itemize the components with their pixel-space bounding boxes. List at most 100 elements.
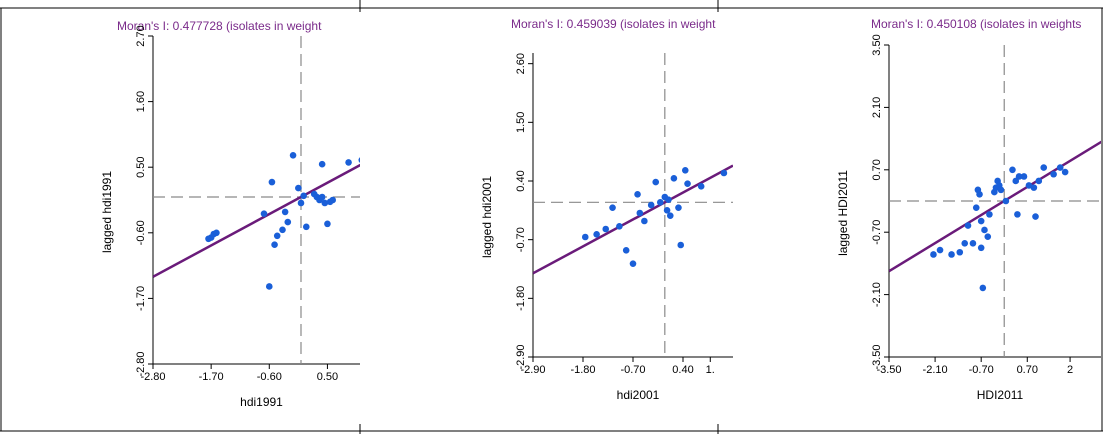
panel-1-y-tick-label: 2.70 — [135, 25, 147, 46]
panel-2-data-point — [647, 201, 655, 209]
panel-3-x-tick-label: -2.10 — [923, 364, 948, 376]
panel-3-data-point — [1014, 211, 1021, 218]
panel-1-data-point — [273, 232, 281, 240]
panel-2-title: Moran's I: 0.459039 (isolates in weight — [511, 17, 716, 31]
panel-3-x-tick-label: 2 — [1067, 364, 1073, 376]
panel-1-data-point — [268, 178, 276, 186]
panel-2-data-point — [622, 247, 630, 254]
panel-2-x-tick-label: -0.70 — [620, 364, 645, 376]
panel-3-data-point — [1040, 164, 1048, 171]
panel-1-data-point — [302, 223, 310, 231]
panel-3-data-point — [1002, 197, 1010, 205]
panel-3-y-axis-label: lagged HDI2011 — [836, 170, 850, 256]
panel-1-plot-area — [153, 36, 360, 364]
panel-1-data-point — [295, 184, 302, 192]
panel-3-y-tick-label: 2.10 — [871, 97, 883, 118]
panel-2-data-point — [634, 191, 641, 198]
panel-2-data-point — [636, 209, 644, 217]
panel-3-title: Moran's I: 0.450108 (isolates in weights — [871, 17, 1081, 31]
panel-3-data-point — [1020, 173, 1028, 180]
panel-3-y-tick-label: 3.50 — [871, 34, 883, 55]
panel-3-data-point — [977, 217, 985, 225]
panel-1-data-point — [358, 157, 360, 163]
panel-3-data-point — [964, 222, 972, 229]
panel-1-y-tick-label: 0.50 — [135, 156, 147, 177]
panel-3-data-point — [976, 191, 983, 198]
panel-1-x-tick-label: -0.60 — [257, 371, 282, 383]
panel-1-x-tick-label: -2.80 — [140, 371, 165, 383]
panel-2-y-tick-label: -1.80 — [515, 286, 527, 311]
panel-1-data-point — [279, 226, 286, 234]
panel-2-x-axis-label: hdi2001 — [617, 388, 660, 402]
panel-2-data-point — [670, 175, 678, 182]
panel-3-data-point — [977, 244, 985, 252]
panel-1-x-tick-label: 0.50 — [317, 371, 338, 383]
panel-1-y-axis-label: lagged hdi1991 — [100, 171, 114, 253]
panel-3-data-point — [984, 233, 992, 240]
panel-1-chart: Moran's I: 0.477728 (isolates in weight -… — [100, 19, 360, 409]
panel-2-data-point — [656, 199, 664, 206]
panel-3-data-point — [981, 226, 988, 234]
panel-3-data-point — [1056, 164, 1064, 171]
panel-1-data-point — [281, 208, 289, 216]
panel-3-y-tick-label: -0.70 — [871, 220, 883, 245]
panel-1-data-point — [329, 196, 337, 204]
panel-2-data-point — [675, 204, 682, 211]
panel-1-data-point — [284, 218, 292, 226]
panel-2-data-point — [697, 183, 705, 190]
panel-2-y-tick-label: 2.60 — [515, 53, 527, 74]
panel-3-data-point — [930, 251, 937, 258]
panel-1-y-tick-label: -2.80 — [135, 351, 147, 376]
panel-2-data-point — [665, 196, 672, 203]
panel-2-data-point — [641, 217, 648, 225]
panel-1-data-point — [318, 193, 326, 201]
panel-3-data-point — [969, 240, 977, 247]
panel-2-data-point — [581, 233, 589, 241]
panel-1-x-axis-label: hdi1991 — [240, 395, 283, 409]
panel-2-data-point — [616, 223, 623, 230]
panel-1-y-tick-label: -1.70 — [135, 286, 147, 311]
panel-3-data-point — [1030, 184, 1038, 191]
panel-2-y-tick-label: 0.40 — [515, 170, 527, 191]
panel-3-data-point — [972, 204, 980, 211]
panel-2-data-point — [652, 178, 660, 186]
panel-3-x-tick-label: -3.50 — [876, 364, 901, 376]
panel-3-data-point — [979, 284, 987, 292]
panel-1-data-point — [213, 229, 220, 237]
panel-3-data-point — [936, 246, 944, 254]
panel-2-plot-area — [533, 53, 733, 357]
panel-3-chart: Moran's I: 0.450108 (isolates in weights… — [836, 17, 1101, 402]
panel-2-data-point — [663, 207, 671, 214]
panel-2-x-tick-label: 0.40 — [672, 364, 693, 376]
panel-3-data-point — [1015, 173, 1023, 180]
panel-1-data-point — [271, 241, 278, 249]
panel-2-x-tick-label: -1.80 — [570, 364, 595, 376]
panel-3-regression-line — [889, 140, 1101, 273]
panel-3-y-tick-label: -2.10 — [871, 282, 883, 307]
panel-3-data-point — [1061, 168, 1069, 176]
panel-3-y-tick-label: 0.70 — [871, 159, 883, 180]
panel-3-data-point — [1009, 166, 1016, 174]
panel-3-plot-area — [889, 45, 1101, 357]
panel-1-x-tick-label: -1.70 — [199, 371, 224, 383]
panel-3-data-point — [948, 251, 955, 258]
panel-3-x-axis-label: HDI2011 — [977, 388, 1024, 402]
panel-3-data-point — [1050, 170, 1057, 178]
panel-2-chart: Moran's I: 0.459039 (isolates in weight -… — [480, 17, 733, 402]
panel-1-data-point — [265, 283, 273, 290]
panel-1-data-point — [345, 159, 352, 166]
panel-2-x-tick-label: 1. — [706, 364, 715, 376]
panel-1-data-point — [300, 192, 307, 200]
panel-2-x-tick-label: -2.90 — [520, 364, 545, 376]
panel-3-data-point — [1025, 182, 1033, 189]
panel-2-y-axis-label: lagged hdi2001 — [480, 176, 494, 258]
panel-1-data-point — [297, 199, 305, 207]
panel-1-y-tick-label: 1.60 — [135, 91, 147, 112]
panel-3-data-point — [986, 211, 993, 218]
panel-2-data-point — [609, 204, 616, 211]
panel-2-data-point — [666, 212, 674, 219]
panel-3-data-point — [956, 248, 964, 256]
panel-1-title: Moran's I: 0.477728 (isolates in weight — [117, 19, 322, 33]
panel-1-data-point — [318, 160, 326, 168]
